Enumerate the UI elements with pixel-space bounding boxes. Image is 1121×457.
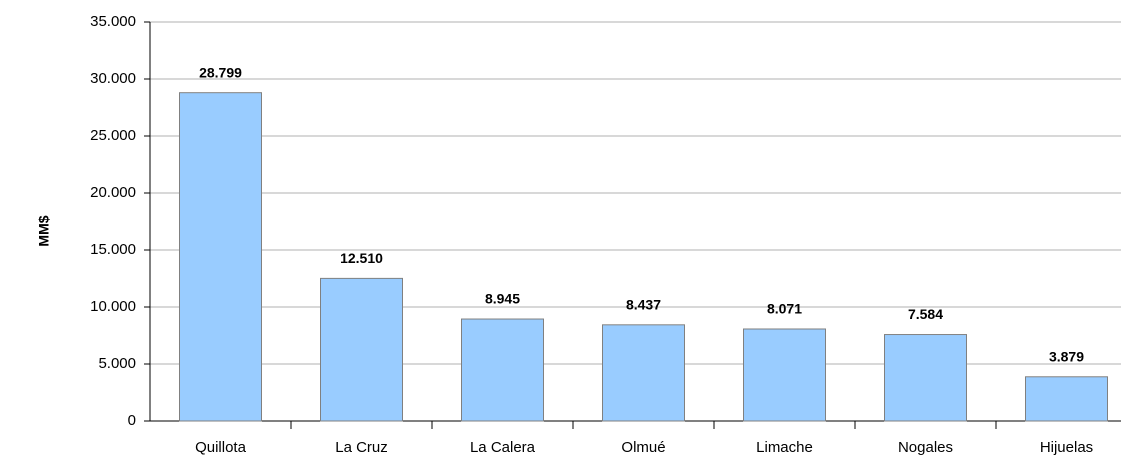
bar: [179, 92, 262, 422]
value-label: 7.584: [908, 306, 943, 322]
x-tick-label: Nogales: [898, 439, 953, 456]
bar: [602, 324, 685, 422]
value-label: 3.879: [1049, 348, 1084, 364]
bar: [743, 328, 826, 422]
bar: [1025, 376, 1108, 422]
bar: [461, 318, 544, 422]
x-tick-label: Hijuelas: [1040, 439, 1093, 456]
y-tick-label: 20.000: [90, 184, 136, 201]
value-label: 8.437: [626, 297, 661, 313]
y-tick-label: 0: [128, 412, 136, 429]
y-tick-label: 35.000: [90, 13, 136, 30]
y-tick-label: 15.000: [90, 241, 136, 258]
x-tick-label: Quillota: [195, 439, 247, 456]
y-tick-label: 5.000: [98, 355, 136, 372]
y-tick-label: 10.000: [90, 298, 136, 315]
y-tick-label: 25.000: [90, 127, 136, 144]
x-tick-label: Olmué: [621, 439, 665, 456]
value-label: 28.799: [199, 64, 242, 80]
x-tick-label: La Calera: [470, 439, 536, 456]
bar: [320, 277, 403, 422]
x-tick-label: Limache: [756, 439, 813, 456]
y-tick-label: 30.000: [90, 70, 136, 87]
value-label: 8.945: [485, 291, 520, 307]
value-label: 8.071: [767, 301, 802, 317]
x-tick-label: La Cruz: [335, 439, 388, 456]
value-label: 12.510: [340, 250, 383, 266]
y-axis-label: MM$: [36, 215, 52, 246]
bar: [884, 334, 967, 422]
